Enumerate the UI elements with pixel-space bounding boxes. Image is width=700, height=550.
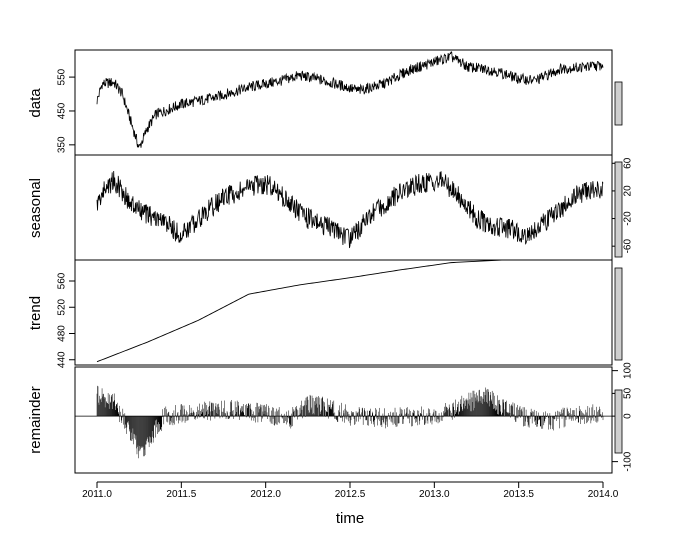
y-tick-label: 480 [57, 325, 68, 342]
y-tick-label: 0 [623, 413, 634, 419]
y-tick-label: 550 [57, 68, 68, 85]
y-tick-label: 440 [57, 351, 68, 368]
panel-frame-seasonal [74, 154, 613, 261]
y-axis-ticks-trend: 440 480 520 560 [57, 272, 75, 368]
range-bar-data [614, 81, 623, 126]
y-axis-label-trend: trend [27, 296, 44, 330]
y-tick-label: 450 [57, 102, 68, 119]
y-tick-label: -100 [623, 451, 634, 471]
y-tick-label: 60 [623, 157, 634, 169]
x-tick-label: 2014.0 [588, 489, 619, 500]
x-tick-label: 2011.5 [166, 489, 196, 500]
y-tick-label: 560 [57, 272, 68, 289]
x-tick-label: 2011.0 [82, 489, 112, 500]
range-bar-trend [614, 267, 623, 361]
y-tick-label: 520 [57, 298, 68, 315]
x-tick-label: 2012.5 [335, 489, 366, 500]
y-tick-label: -20 [623, 211, 634, 226]
x-tick-label: 2013.5 [503, 489, 534, 500]
y-tick-label: 50 [623, 387, 634, 399]
panel-data: 350 450 550 data [27, 49, 623, 156]
y-tick-label: 100 [623, 362, 634, 379]
y-axis-ticks-data: 350 450 550 [57, 68, 75, 153]
x-axis-label: time [336, 510, 364, 527]
panel-frame-data [74, 49, 613, 156]
series-line-trend [96, 259, 603, 363]
range-bar-seasonal [614, 161, 623, 258]
panel-seasonal: -60 -20 20 60 seasonal [27, 154, 634, 261]
y-tick-label: 20 [623, 185, 634, 197]
y-axis-label-seasonal: seasonal [27, 178, 44, 238]
y-axis-label-remainder: remainder [27, 386, 44, 454]
panel-frame-trend [74, 259, 613, 366]
series-bars-remainder [96, 385, 604, 459]
panel-remainder: -100 0 50 100 remainder [27, 362, 634, 474]
panel-trend: 440 480 520 560 trend [27, 259, 623, 368]
series-line-data [96, 51, 604, 148]
series-line-seasonal [96, 170, 604, 249]
remainder-spikes [96, 385, 604, 459]
x-axis: 2011.0 2011.5 2012.0 2012.5 2013.0 2013.5 2014… [82, 481, 619, 527]
x-axis-ticks: 2011.0 2011.5 2012.0 2012.5 2013.0 2013.5 2014… [82, 482, 619, 500]
x-tick-label: 2013.0 [419, 489, 450, 500]
y-tick-label: -60 [623, 239, 634, 254]
range-bar-remainder [614, 389, 623, 454]
panel-frame-remainder [74, 366, 613, 474]
y-tick-label: 350 [57, 136, 68, 153]
x-tick-label: 2012.0 [250, 489, 281, 500]
y-axis-label-data: data [27, 88, 44, 118]
